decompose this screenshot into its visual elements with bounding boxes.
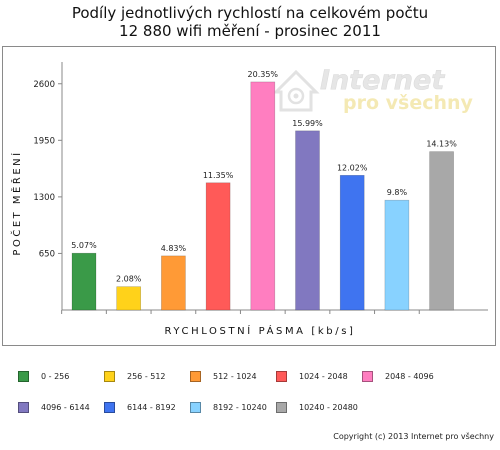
x-axis-ticks — [61, 310, 420, 314]
copyright-text: Copyright (c) 2013 Internet pro všechny — [333, 432, 494, 441]
legend-item: 1024 - 2048 — [276, 369, 348, 383]
legend-item: 256 - 512 — [104, 369, 166, 383]
legend-item: 6144 - 8192 — [104, 400, 176, 414]
bar-0 — [71, 252, 97, 311]
bar-8 — [429, 151, 454, 311]
legend-swatch — [190, 370, 201, 382]
legend-swatch — [18, 401, 29, 413]
y-tick-label: 1300 — [33, 193, 55, 203]
legend-swatch — [276, 401, 287, 413]
legend-label: 256 - 512 — [127, 371, 166, 381]
legend-label: 512 - 1024 — [213, 371, 257, 381]
legend-swatch — [104, 370, 115, 382]
legend-swatch — [18, 370, 29, 382]
x-axis-title: RYCHLOSTNÍ PÁSMA [kb/s] — [164, 324, 355, 337]
legend-label: 0 - 256 — [41, 371, 70, 381]
bar-1 — [116, 286, 141, 311]
y-axis-title: POČET MĚŘENÍ — [10, 150, 23, 255]
data-labels-group: 5.07% 2.08% 4.83% 11.35% 20.35% 15.99% 12.02% 9… — [71, 70, 457, 284]
bar-7 — [384, 199, 410, 311]
legend-label: 8192 - 10240 — [213, 402, 267, 412]
watermark-logo: Internet pro všechny — [272, 65, 474, 114]
legend-item: 4096 - 6144 — [18, 400, 90, 414]
bar-data-label: 14.13% — [426, 140, 457, 149]
legend-swatch — [104, 401, 115, 413]
legend-item: 8192 - 10240 — [190, 400, 267, 414]
legend-label: 10240 - 20480 — [299, 402, 358, 412]
bar-data-label: 11.35% — [203, 171, 234, 180]
legend-label: 4096 - 6144 — [41, 402, 90, 412]
legend-swatch — [276, 370, 287, 382]
bar-data-label: 9.8% — [387, 188, 408, 197]
legend-item: 2048 - 4096 — [362, 369, 434, 383]
legend-swatch — [190, 401, 201, 413]
bar-data-label: 4.83% — [161, 244, 187, 253]
y-tick-label: 1950 — [33, 136, 55, 146]
legend-label: 6144 - 8192 — [127, 402, 176, 412]
bar-3 — [205, 182, 231, 311]
chart-title-line-2: 12 880 wifi měření - prosinec 2011 — [119, 22, 381, 40]
bar-data-label: 12.02% — [337, 163, 368, 172]
y-axis-ticks: 650 1300 1950 2600 — [33, 80, 62, 259]
legend-label: 1024 - 2048 — [299, 371, 348, 381]
legend-item: 512 - 1024 — [190, 369, 257, 383]
bars-group — [71, 81, 454, 311]
bar-data-label: 20.35% — [248, 70, 279, 79]
y-tick-label: 2600 — [33, 80, 55, 90]
bar-6 — [339, 174, 365, 311]
y-tick-label: 650 — [39, 249, 55, 259]
bar-data-label: 15.99% — [292, 119, 323, 128]
watermark-line-1: Internet — [320, 65, 445, 96]
bar-data-label: 5.07% — [71, 241, 97, 250]
house-at-icon — [272, 69, 320, 112]
bar-2 — [161, 255, 186, 311]
watermark-line-2: pro všechny — [343, 92, 474, 114]
bar-4 — [250, 81, 276, 311]
legend-swatch — [362, 370, 373, 382]
legend-item: 10240 - 20480 — [276, 400, 358, 414]
bar-5 — [295, 130, 320, 311]
bar-data-label: 2.08% — [116, 275, 142, 284]
legend-label: 2048 - 4096 — [385, 371, 434, 381]
legend-item: 0 - 256 — [18, 369, 69, 383]
chart-title-line-1: Podíly jednotlivých rychlostí na celkové… — [71, 4, 429, 22]
